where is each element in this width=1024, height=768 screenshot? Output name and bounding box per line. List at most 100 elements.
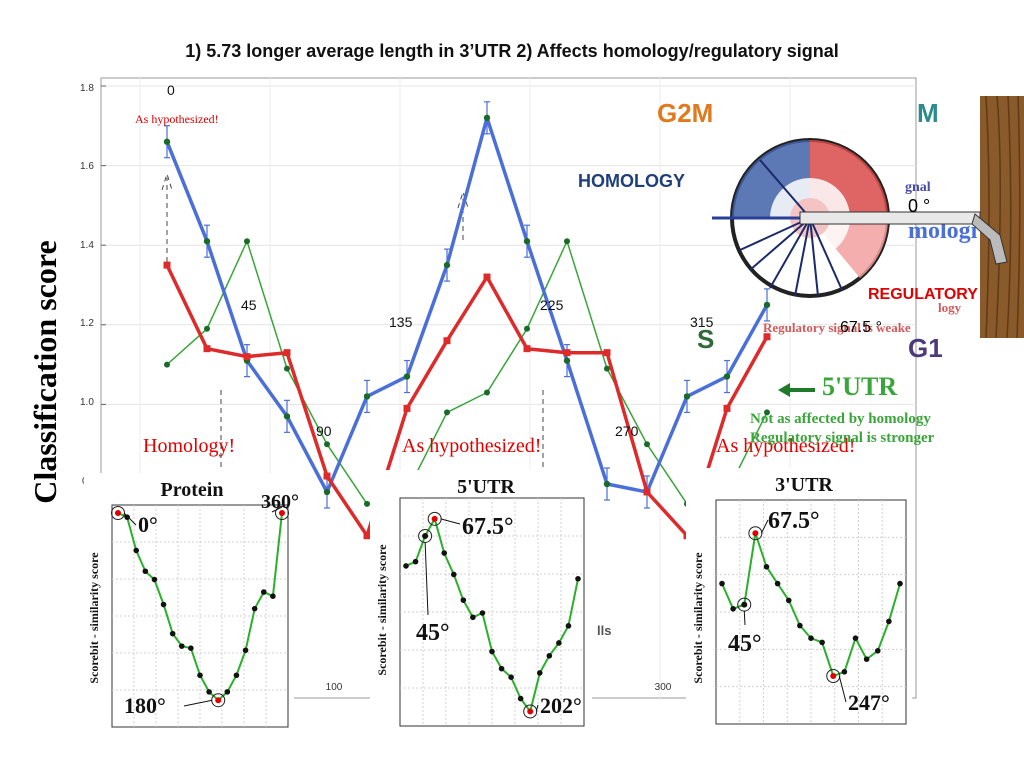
data-point [546, 653, 553, 659]
data-point [741, 601, 748, 608]
ytick-label: 1.2 [80, 318, 94, 329]
ytick-label: 1.6 [80, 161, 94, 172]
main-chart: Classification score 1.8 1.6 1.4 1.2 1.0… [27, 77, 917, 699]
data-point [527, 708, 534, 715]
data-point [323, 488, 331, 496]
data-point [260, 589, 267, 595]
data-point [323, 472, 331, 480]
dashed-arrow-left [161, 172, 173, 262]
angle-label: 315 [690, 314, 714, 330]
series-blue-line [165, 116, 769, 494]
data-point [169, 630, 176, 637]
label-5utr: 5'UTR [822, 372, 897, 401]
inset-title: Protein [161, 479, 224, 501]
data-point [244, 238, 250, 245]
annotation-leader [535, 704, 539, 712]
data-point [523, 238, 531, 245]
data-point [233, 672, 240, 679]
data-point [412, 558, 419, 565]
data-point [115, 510, 121, 516]
data-point [841, 669, 848, 675]
data-point [431, 515, 438, 522]
angle-label: 135 [389, 314, 413, 330]
note-regulatory: Regulatory signal is stronger [750, 430, 935, 446]
data-point [283, 413, 291, 420]
data-point [763, 301, 771, 309]
annotation-label: 180° [124, 693, 166, 718]
data-point [444, 409, 450, 416]
angle-label: 225 [540, 297, 564, 313]
data-point [523, 345, 531, 353]
inset-ylabel: Scorebit - similarity score [87, 552, 101, 684]
data-point [363, 532, 371, 540]
data-point [575, 575, 581, 582]
highlight-ring [275, 506, 289, 520]
data-point [251, 605, 258, 612]
data-point [808, 635, 814, 641]
data-point [897, 580, 903, 587]
data-point [284, 365, 290, 372]
annotation-label: 67.5° [462, 514, 514, 540]
data-point [752, 530, 759, 537]
data-point [460, 597, 467, 603]
data-point [764, 409, 770, 416]
label-regulatory: REGULATORY [868, 286, 978, 303]
wood-panel [980, 96, 1024, 338]
angle-label: 0 [167, 82, 175, 98]
data-point [797, 622, 803, 629]
data-point [403, 404, 411, 412]
data-point [556, 640, 562, 646]
data-point [178, 643, 185, 649]
annotation-label: 45° [728, 631, 762, 657]
ytick-label: 1.8 [80, 83, 94, 94]
data-point [422, 532, 429, 539]
legend-area: G2M M HOMOLOGY gnal mologi [578, 95, 1024, 446]
data-point [188, 645, 194, 651]
annotation-leader [183, 699, 213, 707]
data-point [723, 404, 731, 412]
data-point [863, 656, 870, 662]
data-point [243, 353, 251, 361]
data-point [830, 673, 837, 679]
data-point [517, 695, 524, 702]
data-point [163, 261, 171, 269]
main-series-group [163, 101, 771, 540]
data-point [483, 273, 491, 281]
annotation-hypothesized: As hypothesized! [402, 435, 541, 457]
data-point [819, 639, 825, 646]
note-homology: Not as affected by homology [750, 411, 931, 427]
inset-ylabel: Scorebit - similarity score [691, 552, 705, 684]
data-point [242, 647, 249, 654]
data-point [151, 576, 158, 583]
data-point [719, 580, 725, 587]
data-point [270, 593, 276, 599]
data-point [164, 361, 170, 368]
angle-label: 90 [316, 423, 332, 439]
partial-weak: Regulatory signal is weake [763, 320, 911, 335]
data-point [403, 563, 409, 569]
annotation-label: 67.5° [768, 508, 820, 534]
data-point [204, 325, 210, 332]
data-point [206, 689, 212, 695]
label-zero-deg: 0 ° [908, 196, 930, 216]
data-point [489, 648, 495, 655]
data-point [160, 601, 167, 608]
data-point [403, 373, 411, 380]
data-point [441, 550, 448, 556]
angle-label: 270 [615, 423, 639, 439]
data-point [142, 568, 149, 575]
annotation-leader [743, 610, 746, 626]
data-point [197, 672, 203, 679]
data-point [723, 373, 731, 380]
data-point [763, 333, 771, 341]
annotation-label: 202° [540, 693, 582, 718]
data-point [283, 349, 291, 357]
page-title: 1) 5.73 longer average length in 3’UTR 2… [185, 41, 838, 61]
data-point [443, 261, 451, 269]
data-point [603, 480, 611, 488]
main-ylabel: Classification score [27, 240, 63, 503]
data-point [763, 564, 770, 570]
xtick-label: 100 [326, 682, 343, 693]
data-point [163, 138, 171, 145]
